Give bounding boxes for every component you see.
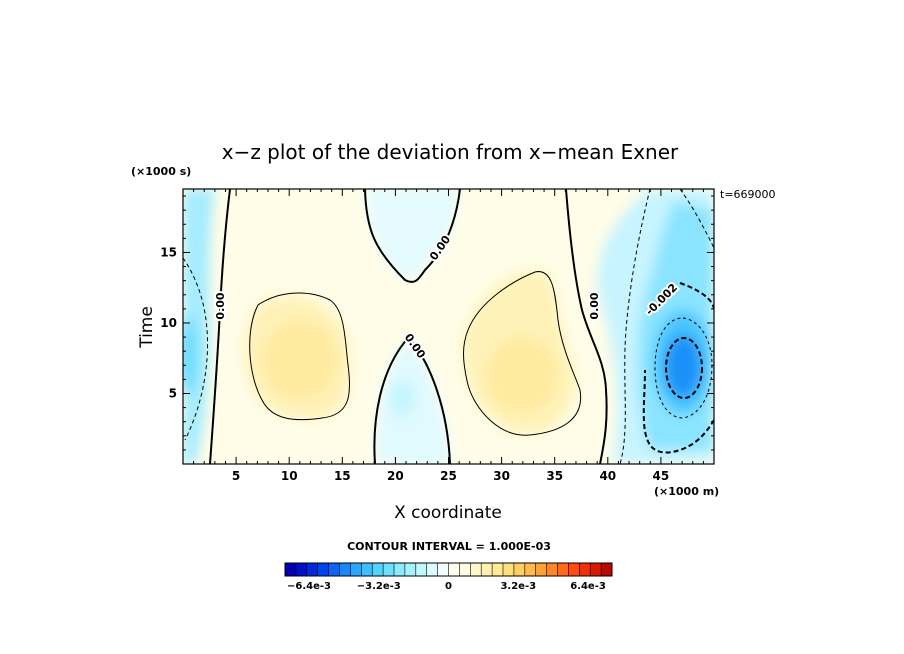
colorbar-swatch — [492, 563, 504, 576]
colorbar-tick-label: 0 — [445, 581, 452, 592]
contour-lines — [183, 189, 714, 464]
x-tick-label: 40 — [599, 469, 616, 483]
shade-top-center-low — [365, 189, 460, 280]
colorbar-frame — [284, 562, 613, 577]
x-tick-label: 30 — [493, 469, 510, 483]
x-tick-label: 10 — [281, 469, 298, 483]
zero-contour-left — [209, 189, 231, 464]
colorbar-tick-label: −3.2e-3 — [357, 581, 401, 592]
colorbar-swatch — [470, 563, 482, 576]
colorbar-swatch — [448, 563, 460, 576]
y-axis-ticks: 5 10 15 — [160, 195, 714, 451]
colorbar-swatch — [481, 563, 493, 576]
timestamp-label: t=669000 — [720, 188, 776, 201]
neg-contour-right-4 — [654, 317, 713, 419]
shade-left-low — [183, 189, 215, 464]
colorbar-swatch — [350, 563, 362, 576]
colorbar-swatch — [415, 563, 427, 576]
colorbar-swatch — [601, 563, 613, 576]
colorbar-swatch — [361, 563, 373, 576]
neg-contour-left-1 — [183, 257, 209, 441]
x-unit-label: (×1000 m) — [654, 485, 719, 498]
colorbar-swatch — [285, 563, 297, 576]
y-tick-label: 10 — [160, 316, 177, 330]
colorbar-swatch — [557, 563, 569, 576]
high-contour-left — [249, 292, 351, 421]
shade-right-high-core — [486, 337, 558, 413]
colorbar-tick-label: 6.4e-3 — [570, 581, 606, 592]
colorbar: −6.4e-3 −3.2e-3 0 3.2e-3 6.4e-3 — [284, 562, 613, 592]
y-axis-label: Time — [137, 306, 157, 349]
contour-interval-label: CONTOUR INTERVAL = 1.000E-03 — [347, 540, 551, 553]
neg-contour-right-1 — [679, 189, 714, 249]
colorbar-swatch — [295, 563, 308, 576]
colorbar-swatch — [372, 563, 384, 576]
contour-label-4: 0.00 — [588, 292, 601, 319]
neg-contour-right-2 — [619, 189, 651, 464]
x-axis-ticks: 5 10 15 20 25 30 35 40 45 — [193, 189, 704, 483]
colorbar-swatch — [546, 563, 558, 576]
field-shading — [183, 189, 714, 464]
x-tick-label: 45 — [653, 469, 670, 483]
colorbar-swatch — [503, 563, 515, 576]
x-tick-label: 25 — [440, 469, 457, 483]
colorbar-swatch — [426, 563, 438, 576]
colorbar-swatch — [317, 563, 329, 576]
colorbar-swatch — [328, 563, 340, 576]
y-unit-label: (×1000 s) — [131, 165, 191, 178]
colorbar-swatch — [404, 563, 417, 576]
neg-contour-right-core — [665, 337, 703, 399]
plot-area: 0.00 0.00 0.00 0.00 -0.002 — [183, 189, 714, 464]
colorbar-swatch — [524, 563, 536, 576]
colorbar-swatch — [437, 563, 449, 576]
x-tick-label: 5 — [232, 469, 240, 483]
y-tick-label: 15 — [160, 245, 177, 259]
x-tick-label: 15 — [334, 469, 351, 483]
chart-title: x−z plot of the deviation from x−mean Ex… — [222, 140, 679, 164]
x-tick-label: 20 — [387, 469, 404, 483]
zero-contour-bottom-center — [373, 336, 451, 464]
x-axis-label: X coordinate — [394, 503, 502, 523]
colorbar-swatch — [590, 563, 602, 576]
shade-bottom-center-core — [390, 380, 414, 416]
shade-left-high-core — [262, 320, 338, 400]
contour-label-1: 0.00 — [214, 292, 227, 319]
colorbar-swatch — [568, 563, 580, 576]
colorbar-swatch — [513, 563, 526, 576]
colorbar-swatch — [579, 563, 591, 576]
colorbar-swatch — [394, 563, 406, 576]
colorbar-swatch — [383, 563, 395, 576]
colorbar-tick-label: −6.4e-3 — [287, 581, 331, 592]
shade-right-low-core — [665, 334, 701, 398]
zero-contour-top-center — [364, 189, 461, 283]
zero-contour-right — [565, 189, 608, 464]
y-tick-label: 5 — [169, 386, 177, 400]
colorbar-swatch — [535, 563, 547, 576]
colorbar-swatch — [459, 563, 471, 576]
shade-left-low-core — [183, 315, 198, 395]
x-tick-label: 35 — [546, 469, 563, 483]
colorbar-swatch — [306, 563, 318, 576]
colorbar-swatch — [339, 563, 351, 576]
high-contour-right — [463, 271, 582, 436]
colorbar-tick-label: 3.2e-3 — [500, 581, 536, 592]
